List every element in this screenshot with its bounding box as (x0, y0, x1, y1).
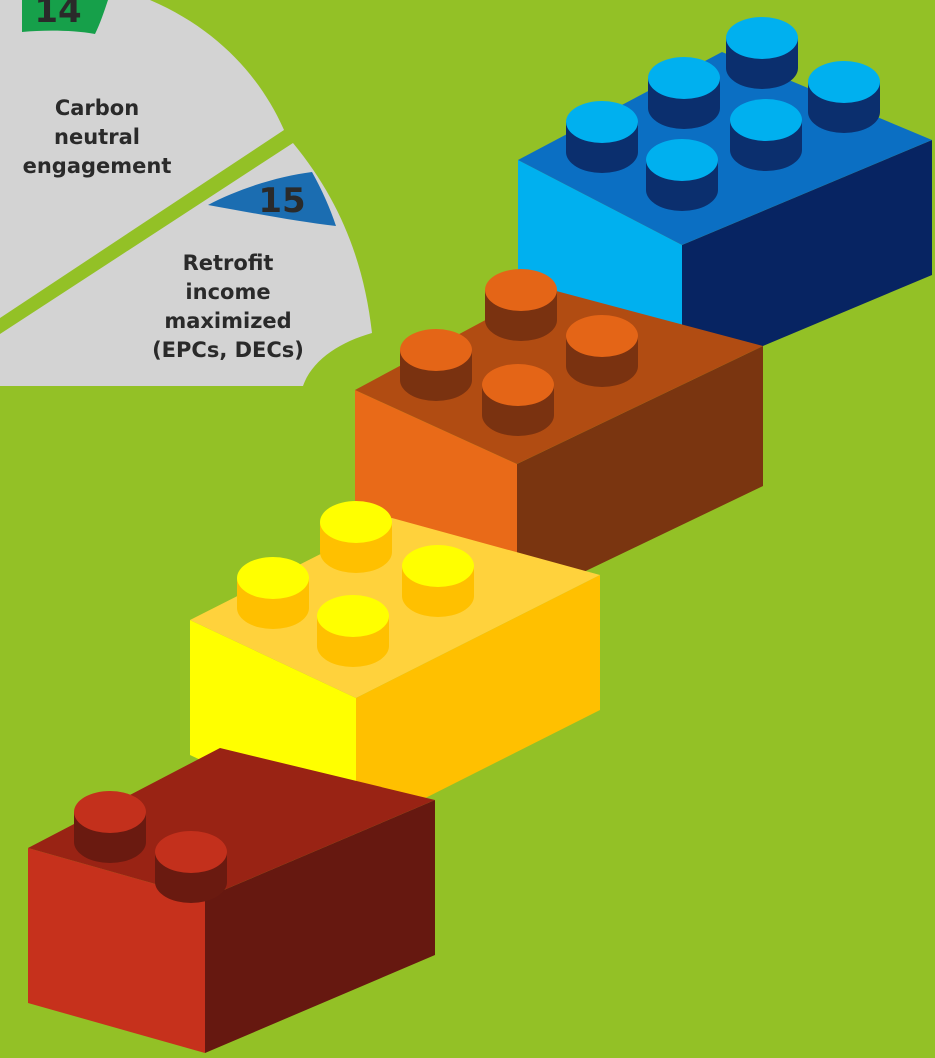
step-label: income (185, 280, 270, 304)
step-label: maximized (164, 309, 291, 333)
stud-top (482, 364, 554, 406)
page: 14 15 Carbon neutral engagement Retrofit inc… (0, 0, 935, 1058)
stud-top (400, 329, 472, 371)
stud-top (646, 139, 718, 181)
step-label: Carbon (55, 96, 139, 120)
step-label: Retrofit (183, 251, 274, 275)
stud-top (808, 61, 880, 103)
infographic: 14 15 Carbon neutral engagement Retrofit inc… (0, 0, 935, 1058)
stud-top (74, 791, 146, 833)
step-number: 14 (34, 0, 81, 31)
stud-top (566, 101, 638, 143)
stud-top (726, 17, 798, 59)
stud-top (402, 545, 474, 587)
stud-top (648, 57, 720, 99)
stud-top (485, 269, 557, 311)
stud-top (730, 99, 802, 141)
stud-top (155, 831, 227, 873)
stud-top (317, 595, 389, 637)
step-label: neutral (54, 125, 140, 149)
stud-top (237, 557, 309, 599)
step-label: (EPCs, DECs) (152, 338, 304, 362)
stud-top (566, 315, 638, 357)
stud-top (320, 501, 392, 543)
step-number: 15 (258, 181, 305, 221)
step-label: engagement (23, 154, 172, 178)
